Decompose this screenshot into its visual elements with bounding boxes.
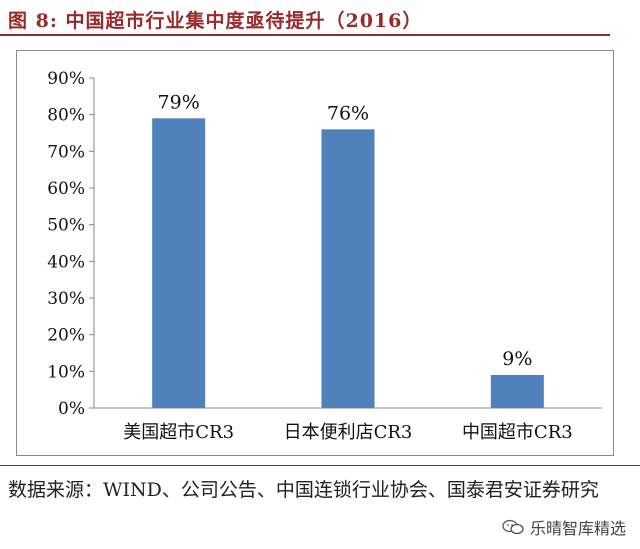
bar-chart: 0% 10% 20% 30% 40% 50% 60% 70% 80% 90% 79% 美国超市CR3 7… (47, 69, 602, 443)
y-tick-label: 80% (47, 106, 85, 126)
bar (490, 375, 544, 408)
x-tick-label: 美国超市CR3 (123, 422, 234, 443)
y-tick-label: 60% (47, 179, 85, 199)
x-tick-label: 日本便利店CR3 (284, 422, 413, 443)
bar (152, 118, 206, 408)
y-tick-label: 70% (47, 142, 85, 162)
figure-title-text: 中国超市行业集中度亟待提升（2016） (65, 10, 423, 32)
bar-data-label: 79% (158, 91, 200, 113)
bar (321, 129, 375, 408)
y-tick-label: 40% (47, 252, 85, 272)
watermark-text: 乐晴智库精选 (529, 519, 626, 538)
title-divider (0, 34, 610, 36)
bar-data-label: 9% (502, 348, 532, 370)
y-tick-label: 30% (47, 289, 85, 309)
watermark: 乐晴智库精选 (502, 515, 626, 539)
wechat-icon (502, 519, 524, 535)
chart-frame: 0% 10% 20% 30% 40% 50% 60% 70% 80% 90% 79% 美国超市CR3 7… (16, 50, 614, 456)
figure-title: 图 8: 中国超市行业集中度亟待提升（2016） (8, 6, 422, 33)
y-tick-label: 90% (47, 69, 85, 89)
y-tick-label: 50% (47, 216, 85, 236)
source-divider (0, 465, 640, 466)
y-tick-label: 10% (47, 362, 85, 382)
x-tick-label: 中国超市CR3 (462, 422, 573, 443)
source-note: 数据来源：WIND、公司公告、中国连锁行业协会、国泰君安证券研究 (8, 479, 599, 501)
bar-data-label: 76% (327, 102, 369, 124)
y-tick-label: 20% (47, 326, 85, 346)
y-tick-label: 0% (58, 399, 85, 419)
figure-label: 图 8: (8, 10, 58, 32)
